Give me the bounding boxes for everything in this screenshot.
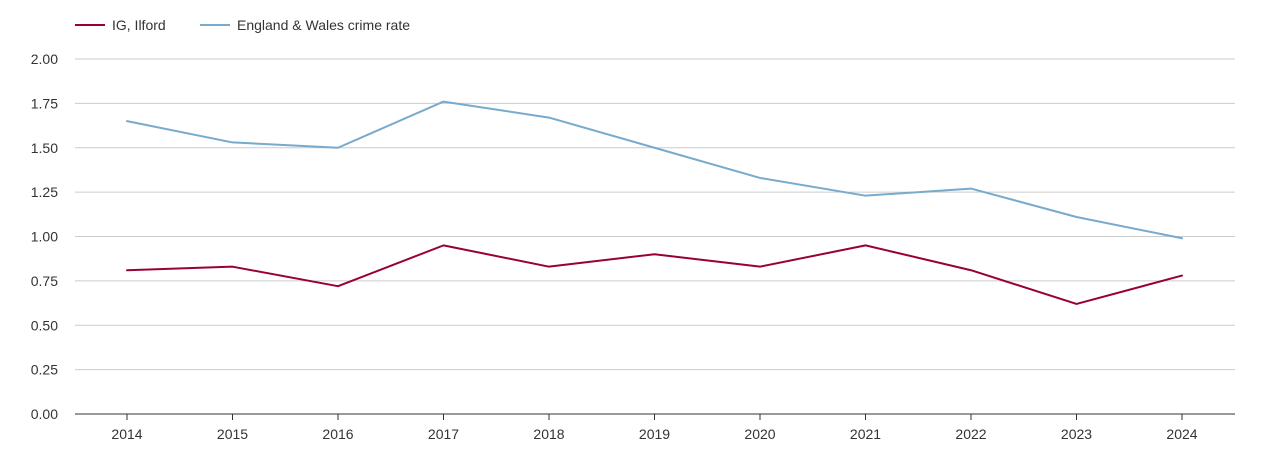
series-line-1 (126, 100, 1183, 240)
y-tick-label: 0.50 (31, 317, 58, 333)
y-tick-label: 1.25 (31, 184, 58, 200)
legend-label: IG, Ilford (112, 17, 166, 33)
y-tick-label: 0.00 (31, 406, 58, 422)
x-tick-label: 2015 (217, 426, 248, 442)
x-tick-label: 2021 (850, 426, 881, 442)
y-axis-tick-labels: 0.00 0.25 0.50 0.75 1.00 1.25 1.50 1.75 2.00 (31, 51, 58, 422)
series-line-0 (126, 244, 1183, 305)
x-tick-label: 2022 (955, 426, 986, 442)
x-tick-label: 2020 (744, 426, 775, 442)
y-tick-label: 1.50 (31, 140, 58, 156)
y-tick-label: 1.00 (31, 229, 58, 245)
gridlines (75, 58, 1235, 415)
y-tick-label: 0.75 (31, 273, 58, 289)
y-tick-label: 0.25 (31, 362, 58, 378)
legend: IG, Ilford England & Wales crime rate (75, 17, 410, 33)
x-tick-label: 2023 (1061, 426, 1092, 442)
x-axis-tick-labels: 2014 2015 2016 2017 2018 2019 2020 2021 2022 2023… (111, 414, 1198, 442)
y-tick-label: 2.00 (31, 51, 58, 67)
legend-label: England & Wales crime rate (237, 17, 410, 33)
x-tick-label: 2019 (639, 426, 670, 442)
x-tick-label: 2014 (111, 426, 142, 442)
x-tick-label: 2016 (322, 426, 353, 442)
series-lines (126, 100, 1183, 305)
x-tick-label: 2018 (533, 426, 564, 442)
x-tick-label: 2017 (428, 426, 459, 442)
y-tick-label: 1.75 (31, 95, 58, 111)
x-tick-label: 2024 (1166, 426, 1197, 442)
